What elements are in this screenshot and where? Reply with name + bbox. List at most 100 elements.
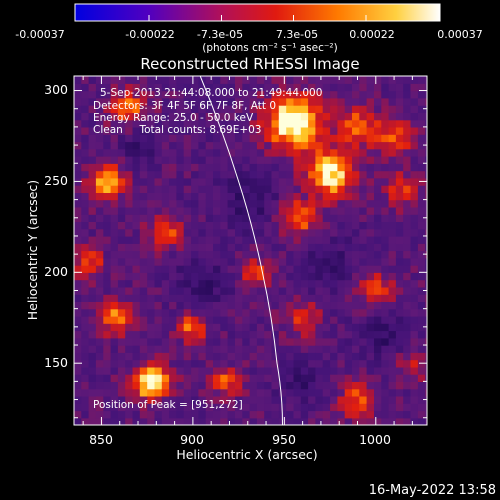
heatmap-cell [395,388,404,397]
heatmap-cell [256,272,265,281]
heatmap-cell [81,97,90,106]
heatmap-cell [205,308,214,317]
heatmap-cell [213,308,221,317]
heatmap-cell [278,374,287,382]
heatmap-cell [256,352,265,361]
heatmap-cell [125,257,134,266]
heatmap-cell [308,97,316,106]
heatmap-cell [344,170,353,179]
heatmap-cell [403,315,412,324]
heatmap-cell [81,156,90,164]
heatmap-cell [366,403,375,412]
heatmap-cell [425,374,427,382]
heatmap-cell [337,366,346,375]
heatmap-cell [110,410,119,419]
heatmap-cell [88,265,97,273]
heatmap-cell [103,163,112,172]
heatmap-cell [344,366,353,375]
heatmap-cell [125,286,134,295]
heatmap-cell [220,177,229,186]
heatmap-cell [213,345,221,353]
heatmap-cell [300,272,309,281]
heatmap-cell [395,381,404,390]
heatmap-cell [425,315,427,324]
heatmap-cell [235,206,243,215]
heatmap-cell [330,148,338,157]
heatmap-cell [286,366,295,375]
heatmap-cell [227,163,236,172]
heatmap-cell [110,257,119,266]
heatmap-cell [417,236,426,244]
heatmap-cell [161,141,170,150]
heatmap-cell [154,97,163,106]
heatmap-cell [235,388,243,397]
heatmap-cell [249,97,258,106]
heatmap-cell [183,228,192,237]
heatmap-cell [352,279,360,288]
heatmap-cell [366,76,375,84]
heatmap-cell [242,177,251,186]
heatmap-cell [410,112,419,121]
heatmap-cell [344,112,353,121]
heatmap-cell [256,286,265,295]
heatmap-cell [169,315,177,324]
heatmap-cell [88,134,97,143]
heatmap-cell [249,388,258,397]
heatmap-cell [300,352,309,361]
heatmap-cell [359,148,368,157]
heatmap-cell [344,345,353,353]
heatmap-cell [88,250,97,259]
heatmap-cell [308,236,316,244]
heatmap-cell [300,294,309,302]
heatmap-cell [366,228,375,237]
heatmap-cell [286,148,295,157]
heatmap-cell [264,286,273,295]
heatmap-cell [264,83,273,92]
heatmap-cell [81,206,90,215]
heatmap-cell [381,265,390,273]
heatmap-cell [256,381,265,390]
heatmap-cell [198,286,207,295]
colorbar-tick-5: 0.00037 [437,28,483,41]
heatmap-cell [103,279,112,288]
heatmap-cell [191,330,199,339]
heatmap-cell [95,185,104,193]
heatmap-cell [205,345,214,353]
heatmap-cell [300,156,309,164]
heatmap-cell [183,301,192,310]
heatmap-cell [271,76,280,84]
heatmap-cell [286,156,295,164]
heatmap-cell [205,97,214,106]
heatmap-cell [256,301,265,310]
heatmap-cell [183,112,192,121]
heatmap-cell [381,192,390,201]
heatmap-cell [271,366,280,375]
heatmap-cell [300,395,309,404]
heatmap-cell [315,90,324,99]
heatmap-cell [352,410,360,419]
heatmap-cell [315,352,324,361]
heatmap-cell [147,250,156,259]
heatmap-cell [249,163,258,172]
heatmap-cell [125,410,134,419]
heatmap-cell [293,410,302,419]
heatmap-cell [242,250,251,259]
heatmap-cell [95,105,104,113]
heatmap-cell [381,236,390,244]
heatmap-cell [322,177,331,186]
heatmap-cell [176,272,185,281]
heatmap-cell [293,185,302,193]
heatmap-cell [315,257,324,266]
heatmap-cell [117,126,126,135]
heatmap-cell [344,243,353,252]
heatmap-cell [352,272,360,281]
heatmap-cell [74,228,82,237]
heatmap-cell [191,250,199,259]
heatmap-cell [74,265,82,273]
heatmap-cell [337,308,346,317]
heatmap-cell [176,119,185,128]
heatmap-cell [103,286,112,295]
heatmap-cell [300,330,309,339]
colorbar-tick-3: 7.3e-05 [276,28,318,41]
heatmap-cell [227,279,236,288]
